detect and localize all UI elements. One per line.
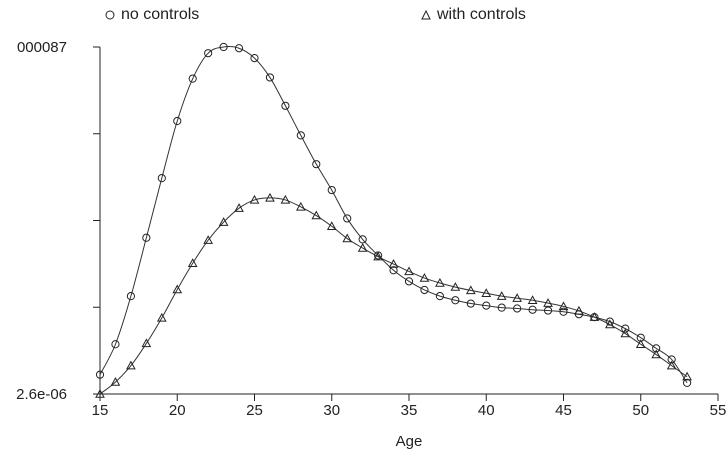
- point-s2-11: [265, 192, 275, 202]
- point-s2-32: [589, 312, 600, 321]
- legend-label-with-controls: with controls: [437, 6, 526, 23]
- point-s2-2: [126, 360, 136, 370]
- circle-marker-icon: [105, 10, 115, 20]
- point-s2-0: [95, 388, 105, 398]
- x-tick-label-5: 40: [478, 402, 495, 419]
- x-tick-label-2: 25: [246, 402, 263, 419]
- point-s2-26: [496, 291, 507, 300]
- x-tick-label-1: 20: [169, 402, 186, 419]
- point-s2-20: [404, 266, 414, 276]
- point-s2-38: [682, 371, 692, 381]
- point-s2-22: [435, 277, 445, 287]
- point-s2-21: [419, 273, 430, 282]
- point-s1-37: [667, 355, 676, 364]
- x-tick-label-3: 30: [323, 402, 340, 419]
- x-tick-label-7: 50: [632, 402, 649, 419]
- point-s2-27: [512, 293, 522, 302]
- point-s1-12: [281, 101, 290, 110]
- point-s2-14: [311, 210, 322, 220]
- point-s2-31: [574, 305, 584, 315]
- point-s2-5: [172, 284, 183, 294]
- point-s1-19: [389, 266, 398, 275]
- point-s2-10: [249, 194, 260, 204]
- y-tick-label-0: 000087: [17, 39, 67, 56]
- point-s1-22: [435, 292, 444, 301]
- point-s1-17: [358, 235, 367, 244]
- point-s2-3: [141, 338, 152, 348]
- point-s1-34: [621, 324, 630, 333]
- point-s1-33: [605, 317, 614, 326]
- y-tick-label-4: 2.6e-06: [16, 386, 67, 403]
- x-axis-title: Age: [396, 433, 423, 449]
- point-s2-16: [342, 233, 353, 243]
- point-s2-34: [620, 328, 631, 338]
- point-s2-37: [666, 360, 677, 370]
- point-s1-10: [250, 54, 259, 63]
- point-s1-13: [296, 131, 305, 140]
- legend-label-no-controls: no controls: [121, 6, 200, 23]
- point-s1-26: [497, 303, 506, 312]
- point-s1-16: [343, 214, 352, 223]
- point-s2-23: [450, 282, 461, 291]
- x-tick-label-8: 55: [710, 402, 727, 419]
- point-s1-9: [234, 44, 244, 53]
- x-tick-label-6: 45: [555, 402, 572, 419]
- point-s1-7: [204, 49, 213, 58]
- point-s1-27: [513, 304, 522, 313]
- point-s1-14: [312, 160, 321, 169]
- point-s2-18: [373, 251, 383, 261]
- point-s2-4: [156, 312, 167, 322]
- point-s1-4: [157, 174, 166, 183]
- point-s2-15: [326, 221, 337, 230]
- point-s2-29: [543, 298, 553, 307]
- point-s1-1: [111, 340, 120, 349]
- legend-item-with-controls: with controls: [420, 6, 526, 24]
- point-s2-35: [635, 339, 646, 348]
- point-s1-0: [95, 370, 105, 379]
- point-s2-28: [527, 295, 538, 304]
- point-s1-8: [219, 42, 228, 52]
- point-s1-30: [559, 307, 568, 316]
- point-s1-23: [451, 296, 460, 305]
- series-line-1: [99, 46, 688, 384]
- point-s2-36: [651, 349, 662, 359]
- point-s2-6: [187, 258, 198, 267]
- point-s1-29: [543, 306, 553, 315]
- point-s2-9: [234, 203, 244, 212]
- point-s1-25: [482, 301, 491, 310]
- point-s1-38: [683, 378, 692, 387]
- point-s2-1: [110, 377, 121, 386]
- point-s2-12: [280, 194, 291, 204]
- point-s1-20: [404, 277, 414, 286]
- point-s1-21: [420, 285, 429, 295]
- point-s1-11: [265, 73, 275, 82]
- point-s1-6: [188, 74, 197, 83]
- point-s1-28: [528, 305, 537, 314]
- point-s2-33: [605, 319, 615, 329]
- point-s1-15: [327, 185, 336, 195]
- point-s1-36: [652, 344, 661, 353]
- point-s2-30: [558, 301, 569, 311]
- point-s1-3: [142, 233, 151, 242]
- triangle-marker-icon: [421, 9, 431, 20]
- point-s2-13: [296, 201, 306, 211]
- point-s1-5: [173, 116, 182, 126]
- point-s1-2: [126, 292, 135, 301]
- point-s2-7: [203, 235, 213, 244]
- point-s2-17: [357, 243, 368, 252]
- point-s2-8: [218, 217, 229, 226]
- point-s2-24: [465, 285, 476, 295]
- legend-item-no-controls: no controls: [104, 6, 199, 24]
- point-s1-24: [466, 299, 475, 308]
- x-tick-label-0: 15: [92, 402, 109, 419]
- point-s2-19: [388, 259, 399, 268]
- point-s2-25: [481, 288, 492, 297]
- series-line-2: [99, 197, 688, 395]
- x-tick-label-4: 35: [401, 402, 418, 419]
